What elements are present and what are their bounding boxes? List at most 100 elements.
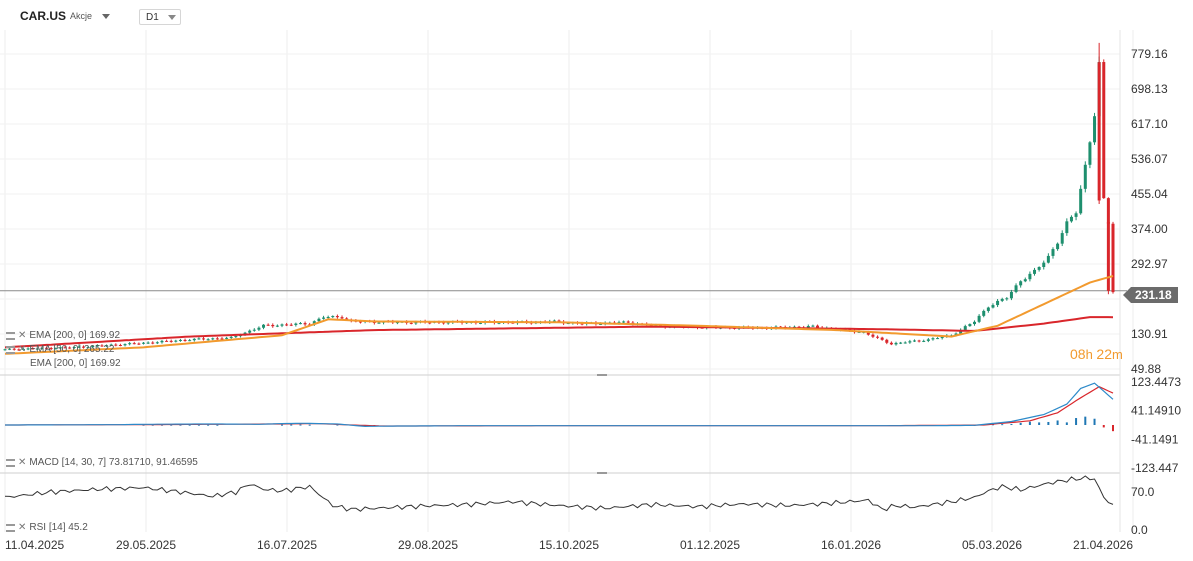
macd-histogram-bar (1010, 424, 1013, 426)
candle-body (146, 342, 150, 344)
countdown-minutes: 22 (1096, 346, 1112, 362)
candle-body (1056, 243, 1060, 250)
candle-body (58, 347, 62, 349)
candle-body (142, 342, 145, 344)
settings-icon[interactable] (6, 458, 15, 467)
ema200-line (4, 316, 1114, 349)
countdown-hours: 08 (1070, 346, 1086, 362)
candle-body (118, 344, 122, 346)
candle-body (174, 340, 178, 342)
candle-body (871, 334, 875, 337)
last-price-tag: 231.18 (1123, 287, 1178, 303)
close-icon[interactable]: ✕ (18, 457, 27, 468)
legend-ema50[interactable]: ✕ EMA [50, 0] 265.22 (6, 344, 114, 355)
legend-ema200[interactable]: ✕ EMA [200, 0] 169.92 (6, 330, 120, 341)
y-tick-label: 455.04 (1131, 187, 1168, 201)
candle-body (17, 349, 21, 351)
candle-body (257, 327, 261, 330)
candle-body (1102, 62, 1106, 199)
candle-body (331, 316, 335, 318)
candle-body (580, 323, 584, 325)
chevron-down-icon[interactable] (102, 13, 111, 19)
settings-icon[interactable] (6, 523, 15, 532)
candle-body (442, 322, 446, 324)
candle-body (395, 322, 399, 324)
candle-body (566, 323, 570, 325)
settings-icon[interactable] (6, 331, 15, 340)
candle-body (271, 324, 275, 327)
macd-histogram-bar (170, 424, 173, 426)
macd-histogram-bar (290, 424, 293, 426)
candle-body (109, 344, 113, 346)
candle-body (414, 321, 418, 324)
close-icon[interactable]: ✕ (18, 522, 27, 533)
candle-body (917, 340, 921, 342)
macd-histogram-bar (1084, 416, 1087, 425)
candle-body (991, 305, 995, 308)
asset-type: Akcje (70, 11, 93, 21)
candle-body (155, 342, 159, 344)
candle-body (986, 307, 990, 311)
candle-body (1088, 142, 1092, 165)
candle-body (816, 325, 820, 328)
close-icon[interactable]: ✕ (18, 330, 27, 341)
candle-body (1028, 273, 1032, 280)
pane-resize-handle (597, 472, 607, 474)
candle-body (599, 323, 603, 325)
candle-body (1111, 223, 1115, 293)
timeframe-value: D1 (146, 12, 159, 23)
macd-line (5, 382, 1114, 428)
macd-histogram-bar (179, 424, 182, 426)
candle-body (1014, 285, 1018, 292)
candle-body (123, 344, 127, 346)
legend-ema50-label: EMA [50, 0] 265.22 (29, 344, 115, 355)
candle-body (1079, 188, 1083, 214)
legend-rsi[interactable]: ✕ RSI [14] 45.2 (6, 522, 88, 533)
y-tick-label: 130.91 (1131, 327, 1168, 341)
candle-body (197, 338, 201, 340)
candle-body (1033, 269, 1037, 274)
candle-body (294, 323, 298, 325)
candle-body (1097, 62, 1101, 201)
candle-body (1009, 291, 1013, 299)
candle-body (68, 347, 72, 349)
candle-body (622, 321, 626, 323)
candles (3, 42, 1115, 351)
candle-body (188, 340, 192, 342)
legend-ema200-2[interactable]: EMA [200, 0] 169.92 (6, 358, 121, 369)
candle-body (77, 346, 81, 348)
macd-histogram-bar (336, 424, 339, 426)
candle-body (1000, 298, 1004, 301)
candle-body (1019, 281, 1023, 286)
macd-histogram-bar (1065, 422, 1068, 425)
settings-icon[interactable] (6, 345, 15, 354)
candle-body (1037, 267, 1041, 270)
candle-body (1051, 249, 1055, 256)
candle-body (866, 331, 870, 335)
y-tick-label: 617.10 (1131, 117, 1168, 131)
candle-body (626, 321, 630, 323)
candle-body (552, 320, 556, 322)
candle-body (285, 324, 289, 326)
candle-body (889, 342, 893, 345)
candle-body (160, 340, 164, 343)
candle-body (86, 347, 90, 349)
candle-body (880, 337, 884, 340)
close-icon[interactable]: ✕ (18, 344, 27, 355)
candle-body (45, 347, 49, 349)
rsi-line (4, 475, 1114, 512)
candle-body (963, 326, 967, 330)
symbol-header[interactable]: CAR.US Akcje (20, 9, 111, 23)
legend-macd[interactable]: ✕ MACD [14, 30, 7] 73.81710, 91.46595 (6, 457, 198, 468)
candle-body (1042, 262, 1046, 268)
y-tick-label: 41.14910 (1131, 404, 1181, 418)
candle-body (215, 338, 219, 340)
candle-body (229, 336, 233, 338)
candle-body (211, 338, 215, 340)
indicators (4, 275, 1114, 512)
candle-body (968, 324, 972, 327)
timeframe-select[interactable]: D1 (139, 9, 181, 25)
candle-body (100, 345, 104, 347)
macd-histogram-bar (1028, 421, 1031, 425)
